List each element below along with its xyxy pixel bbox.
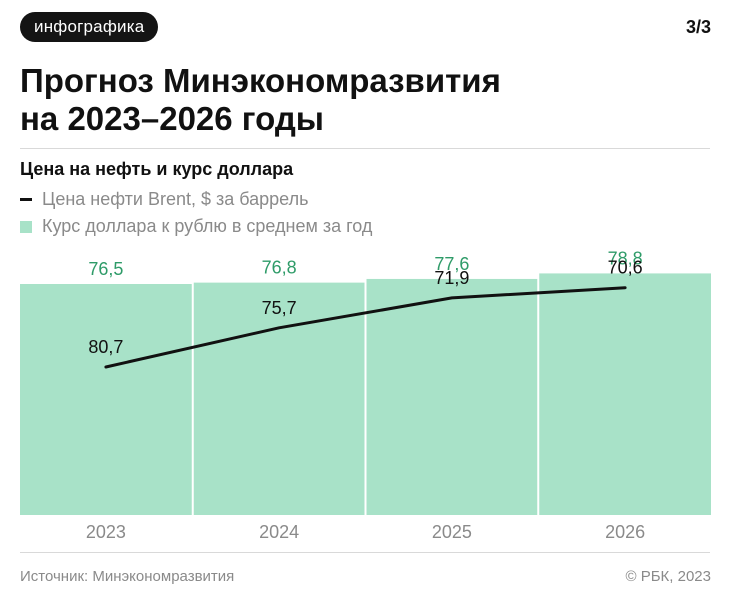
source-note: Источник: Минэкономразвития [20,568,235,585]
copyright-note: © РБК, 2023 [625,568,711,585]
legend-item-oil: Цена нефти Brent, $ за баррель [20,189,308,210]
divider-top [20,148,710,149]
x-tick-2026: 2026 [605,522,645,542]
title-line-1: Прогноз Минэкономразвития [20,62,501,99]
legend-label-oil: Цена нефти Brent, $ за баррель [42,189,309,209]
bar-label-2024: 76,8 [262,258,297,278]
page-number: 3/3 [685,17,711,37]
line-label-2023: 80,7 [88,337,123,357]
bar-2024 [193,282,365,515]
x-tick-2024: 2024 [259,522,299,542]
x-tick-2025: 2025 [432,522,472,542]
legend-item-usd: Курс доллара к рублю в среднем за год [20,216,372,237]
title-line-2: на 2023–2026 годы [20,100,324,137]
bar-2026 [539,273,711,515]
page-title: Прогноз Минэкономразвития на 2023–2026 г… [20,62,660,138]
infographic-badge: инфографика [20,12,159,42]
x-tick-2023: 2023 [86,522,126,542]
chart-title: Цена на нефть и курс доллара [20,159,294,179]
bar-label-2023: 76,5 [88,259,123,279]
line-label-2024: 75,7 [262,298,297,318]
oil-price-line [104,286,627,369]
line-label-2025: 71,9 [434,268,469,288]
legend-label-usd: Курс доллара к рублю в среднем за год [42,216,373,236]
divider-bottom [20,552,710,553]
line-label-2026: 70,6 [608,258,643,278]
legend-line-marker [20,198,32,201]
bar-2025 [366,278,538,515]
bar-label-2026: 78,8 [608,248,643,268]
bar-label-2025: 77,6 [434,254,469,274]
bar-2023 [20,284,192,515]
legend-square-marker [20,220,32,233]
